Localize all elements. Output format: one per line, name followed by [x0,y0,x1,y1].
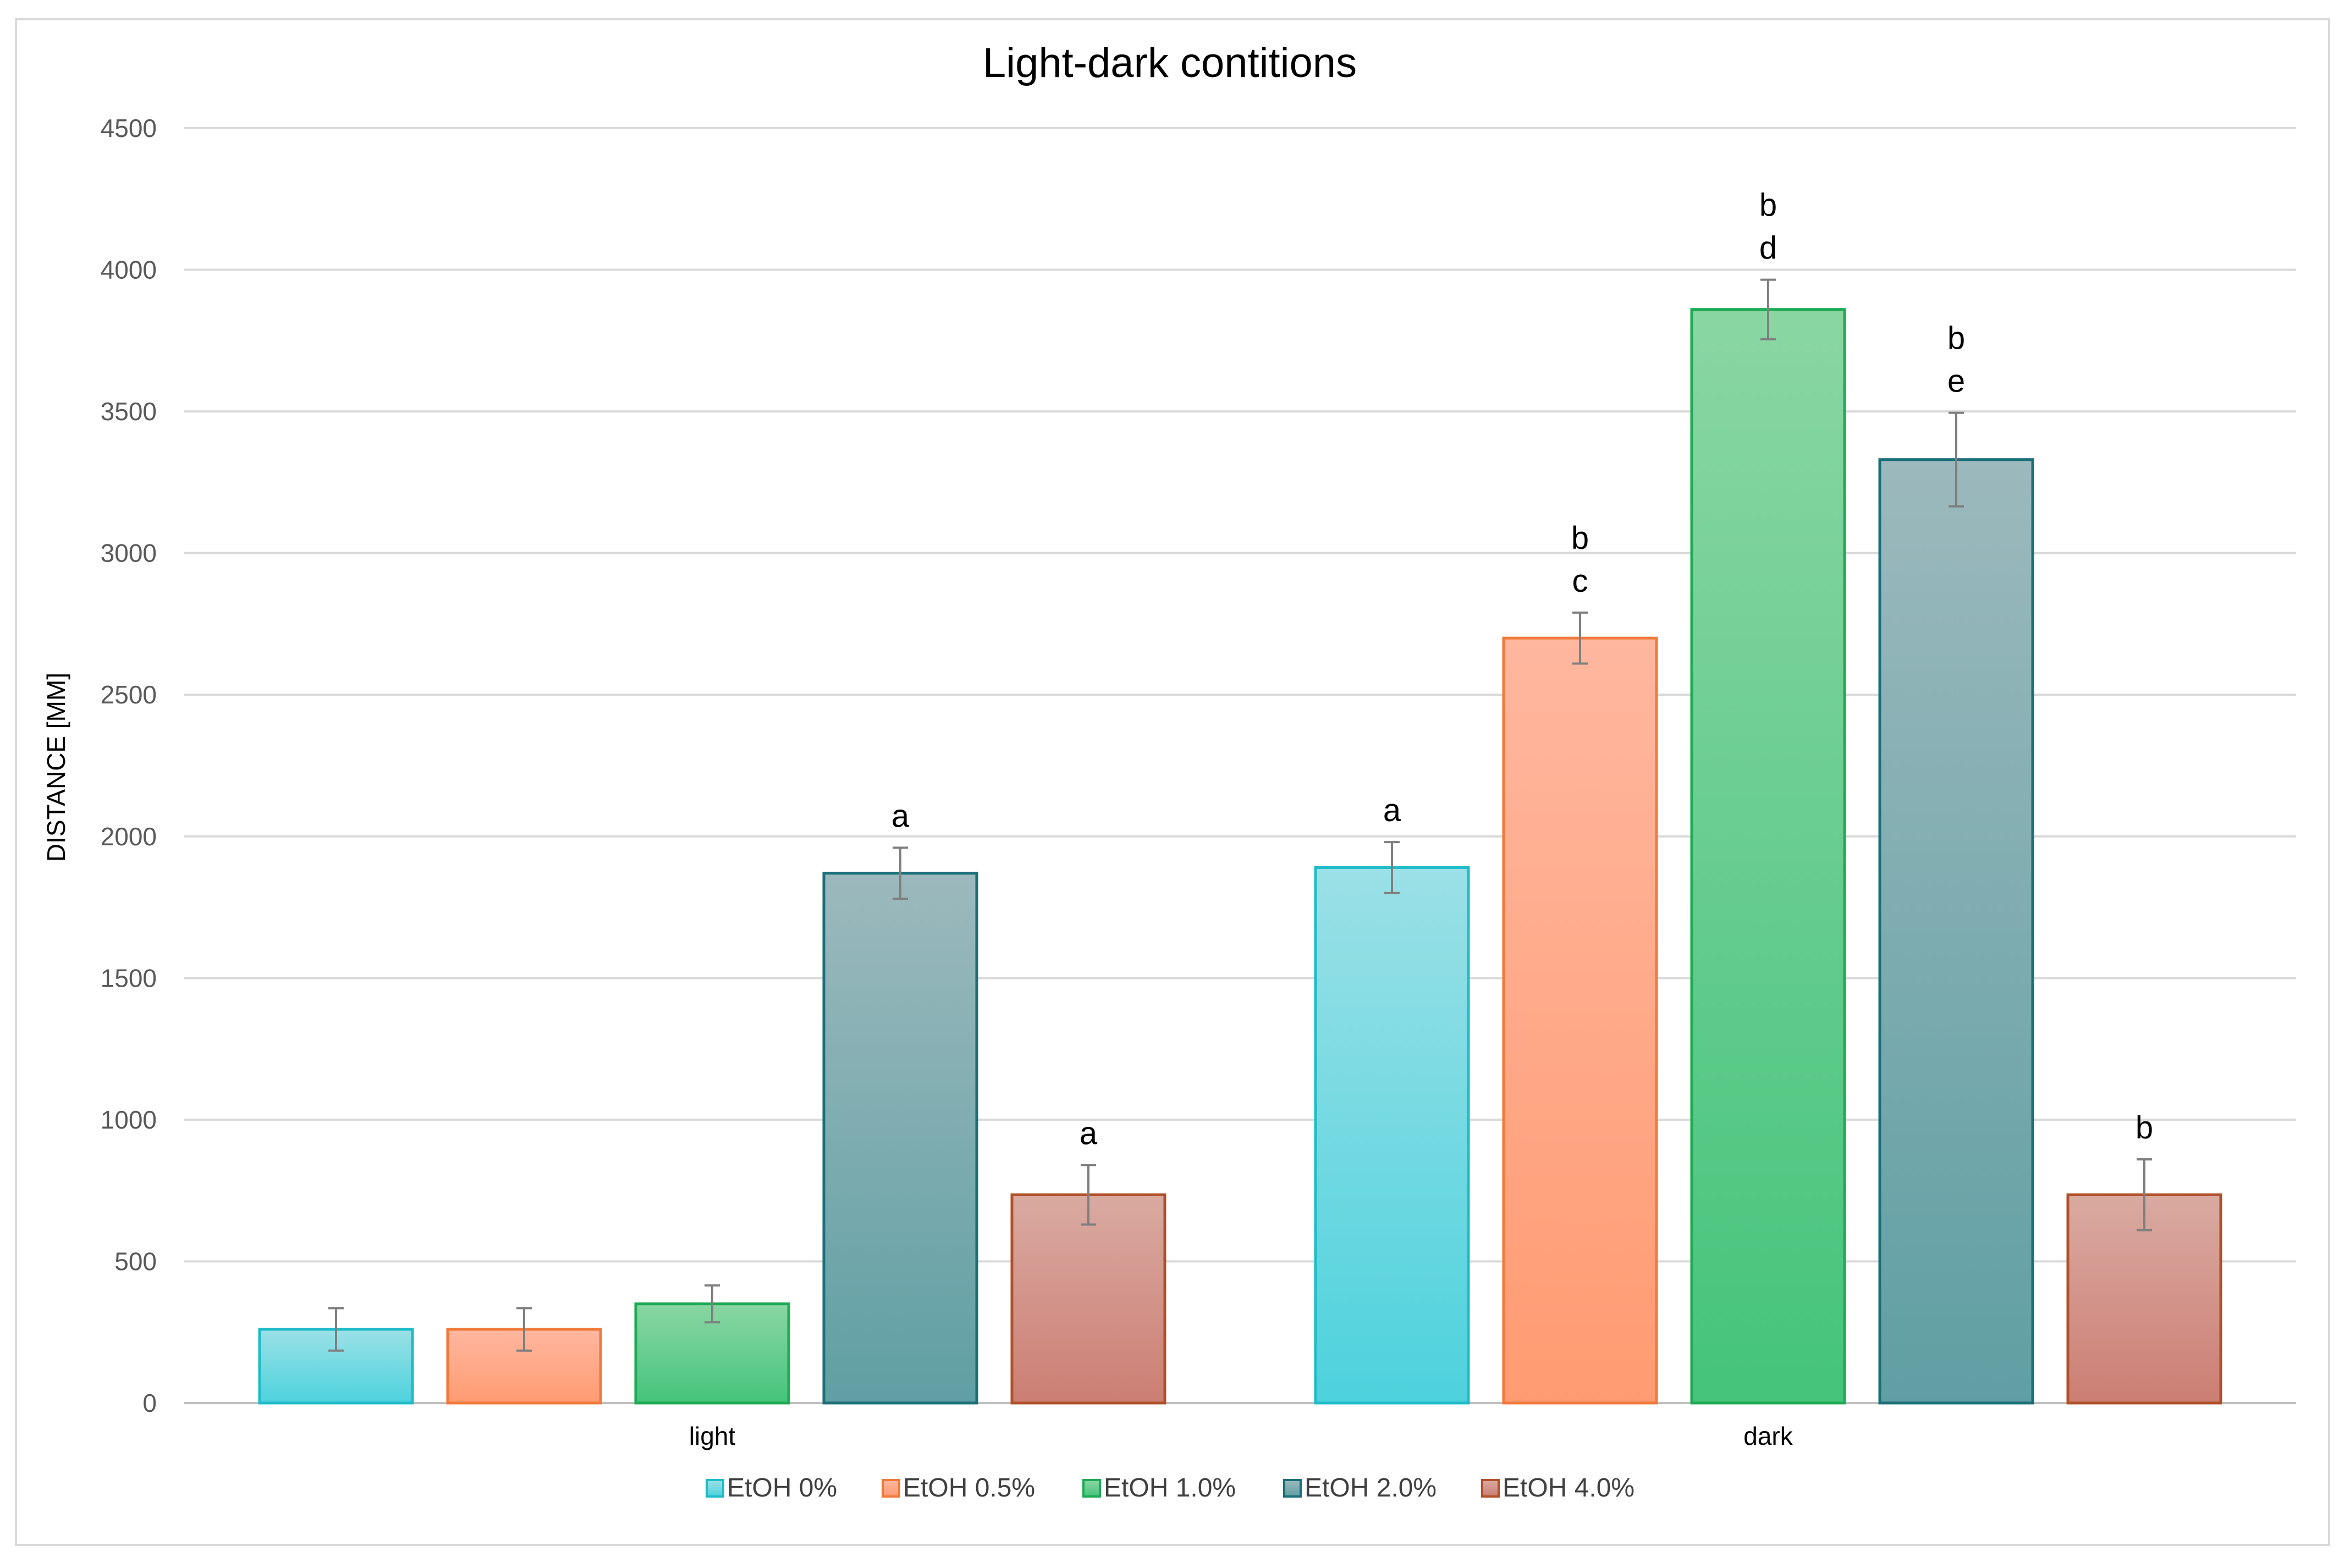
significance-label: b [1947,321,1965,356]
significance-label: d [1759,230,1777,266]
legend-swatch [1283,1479,1302,1498]
y-tick-label: 4000 [101,256,157,284]
significance-label: b [1571,520,1589,556]
bar [1010,1193,1166,1405]
significance-label: b [2136,1110,2153,1146]
y-tick-label: 2500 [101,680,157,709]
y-tick-label: 500 [114,1247,157,1275]
bar [1878,458,2034,1405]
legend-label: EtOH 4.0% [1503,1473,1634,1503]
y-tick-label: 2000 [101,822,157,851]
y-tick-label: 0 [142,1389,157,1417]
legend-swatch [706,1479,724,1498]
bar [446,1328,602,1405]
significance-label: a [1383,793,1401,828]
legend-label: EtOH 0.5% [903,1473,1035,1503]
bar [1314,866,1470,1405]
significance-label: a [1080,1115,1098,1151]
x-category-label: dark [1743,1422,1793,1450]
significance-label: c [1572,563,1588,599]
legend-label: EtOH 1.0% [1104,1473,1236,1503]
legend-swatch [1481,1479,1500,1498]
x-category-label: light [689,1422,736,1450]
bar [822,872,978,1405]
y-tick-label: 1000 [101,1105,157,1134]
y-tick-label: 4500 [101,114,157,142]
legend-swatch [1082,1479,1101,1498]
legend-label: EtOH 0% [727,1473,837,1503]
significance-label: b [1759,188,1777,223]
y-tick-label: 3500 [101,397,157,426]
y-tick-label: 1500 [101,964,157,992]
significance-label: a [891,798,910,834]
bar [1502,636,1658,1405]
bar [1690,308,1846,1405]
significance-label: e [1947,364,1965,399]
chart-title: Light-dark contitions [983,40,1357,86]
legend-label: EtOH 2.0% [1305,1473,1437,1503]
y-tick-label: 3000 [101,539,157,568]
y-axis-label: DISTANCE [MM] [42,673,70,862]
legend-swatch [882,1479,900,1498]
